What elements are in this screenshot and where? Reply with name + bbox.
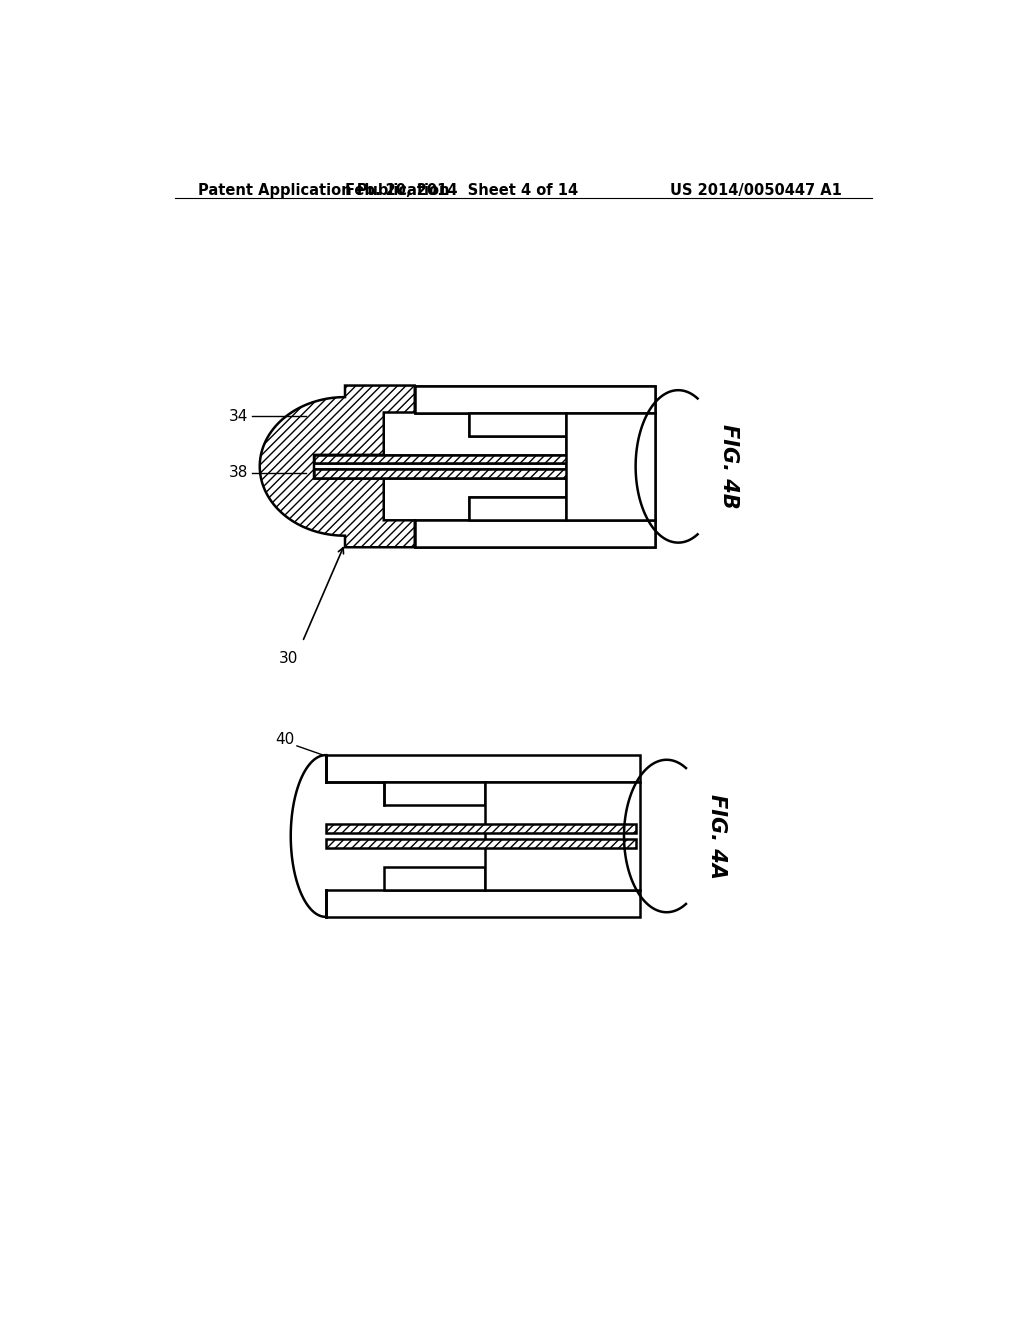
Bar	[469, 498, 566, 520]
Text: FIG. 4B: FIG. 4B	[719, 424, 738, 508]
Bar	[469, 413, 566, 436]
Bar	[566, 413, 655, 520]
Bar	[326, 890, 640, 917]
Bar	[314, 455, 651, 463]
Bar	[469, 498, 566, 520]
Bar	[469, 413, 566, 436]
Text: US 2014/0050447 A1: US 2014/0050447 A1	[671, 183, 843, 198]
Text: 34: 34	[228, 409, 248, 424]
Text: Patent Application Publication: Patent Application Publication	[198, 183, 450, 198]
Text: 38: 38	[228, 465, 248, 480]
Bar	[384, 781, 484, 805]
Bar	[326, 825, 636, 833]
Bar	[415, 385, 655, 412]
Bar	[415, 520, 655, 548]
Bar	[314, 470, 651, 478]
Bar	[314, 470, 651, 478]
Bar	[384, 867, 484, 890]
Bar	[415, 385, 655, 412]
Bar	[484, 781, 640, 890]
Text: 40: 40	[275, 733, 295, 747]
Bar	[326, 840, 636, 847]
Text: FIG. 4A: FIG. 4A	[707, 793, 727, 878]
Bar	[566, 413, 655, 520]
Text: 30: 30	[280, 651, 299, 667]
Bar	[326, 755, 640, 781]
Bar	[314, 455, 651, 463]
Polygon shape	[260, 385, 415, 548]
Bar	[415, 520, 655, 548]
Text: Feb. 20, 2014  Sheet 4 of 14: Feb. 20, 2014 Sheet 4 of 14	[345, 183, 578, 198]
